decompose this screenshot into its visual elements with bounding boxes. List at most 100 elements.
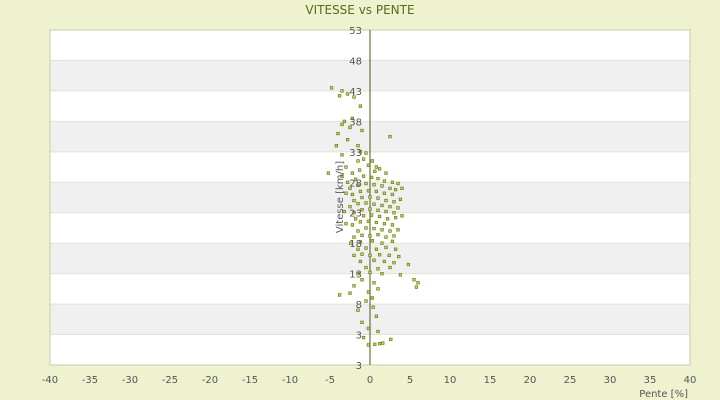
data-point <box>370 159 375 163</box>
data-point <box>356 159 360 163</box>
data-point <box>398 197 403 201</box>
data-point <box>390 239 395 244</box>
data-point <box>357 168 362 172</box>
data-point <box>348 291 352 295</box>
data-point <box>374 247 379 251</box>
data-point <box>396 228 400 232</box>
data-point <box>358 104 363 108</box>
data-point <box>372 226 376 231</box>
data-point <box>352 95 356 99</box>
data-point <box>366 189 371 193</box>
data-point <box>364 181 368 186</box>
data-point <box>389 337 393 342</box>
data-point <box>364 151 368 155</box>
data-point <box>329 86 334 90</box>
data-point <box>366 326 371 331</box>
data-point <box>352 235 356 239</box>
data-point <box>393 187 398 192</box>
data-point <box>382 222 387 226</box>
x-tick-label: -35 <box>82 375 98 386</box>
data-point <box>358 220 363 224</box>
data-point <box>364 299 368 303</box>
data-point <box>366 343 371 347</box>
y-tick-label: 13 <box>349 270 362 281</box>
y-tick-label: 8 <box>356 300 362 311</box>
data-point <box>353 177 358 181</box>
y-tick-label: 53 <box>349 26 362 37</box>
x-tick-label: 15 <box>484 375 497 386</box>
data-point <box>374 220 379 225</box>
data-points <box>326 86 420 347</box>
data-point <box>349 241 353 245</box>
data-point <box>376 208 380 212</box>
data-point <box>358 189 363 194</box>
data-point <box>360 195 364 200</box>
data-point <box>336 131 340 136</box>
data-point <box>388 186 392 191</box>
x-tick-label: 20 <box>524 375 537 386</box>
data-point <box>366 219 371 223</box>
x-tick-label: 5 <box>407 375 413 386</box>
data-point <box>376 233 380 237</box>
data-point <box>344 165 348 169</box>
data-point <box>393 215 398 220</box>
data-point <box>361 335 366 340</box>
data-point <box>350 116 355 120</box>
data-point <box>390 180 395 184</box>
data-point <box>348 204 352 209</box>
data-point <box>380 228 384 232</box>
data-point <box>397 254 401 259</box>
data-point <box>337 293 342 297</box>
data-point <box>337 94 342 98</box>
data-point <box>373 169 377 173</box>
y-tick-label: 18 <box>349 239 362 250</box>
data-point <box>352 198 356 203</box>
data-point <box>416 281 420 285</box>
x-tick-label: 35 <box>644 375 657 386</box>
data-point <box>388 265 392 270</box>
data-point <box>340 174 344 178</box>
data-point <box>384 171 388 175</box>
data-point <box>356 183 360 187</box>
data-point <box>340 153 344 157</box>
data-point <box>356 229 360 233</box>
data-point <box>345 92 350 96</box>
data-point <box>356 201 360 206</box>
chart-title: VITESSE vs PENTE <box>305 3 414 17</box>
data-point <box>380 241 384 245</box>
data-point <box>370 239 375 243</box>
data-point <box>392 200 396 204</box>
x-tick-label: -20 <box>202 375 218 386</box>
data-point <box>373 342 377 346</box>
data-point <box>377 253 382 257</box>
data-point <box>364 246 368 250</box>
data-point <box>382 259 387 264</box>
data-point <box>369 175 374 180</box>
data-point <box>376 329 380 334</box>
x-tick-label: -25 <box>162 375 178 386</box>
y-axis-label: Vitesse [km/h] <box>335 161 346 233</box>
x-tick-label: -30 <box>122 375 138 386</box>
data-point <box>384 245 388 250</box>
data-point <box>371 305 375 309</box>
data-point <box>382 179 387 183</box>
data-point <box>381 341 385 345</box>
data-point <box>400 214 404 218</box>
data-point <box>414 285 419 289</box>
x-tick-label: -40 <box>42 375 58 386</box>
data-point <box>374 189 379 194</box>
data-point <box>361 214 366 218</box>
data-point <box>360 208 364 212</box>
y-tick-label: 23 <box>349 209 362 220</box>
data-point <box>392 261 396 265</box>
data-point <box>412 278 416 282</box>
data-point <box>340 89 344 93</box>
data-point <box>392 211 396 215</box>
data-point <box>364 226 368 230</box>
data-point <box>356 247 360 251</box>
data-point <box>370 296 375 300</box>
data-point <box>372 258 376 262</box>
